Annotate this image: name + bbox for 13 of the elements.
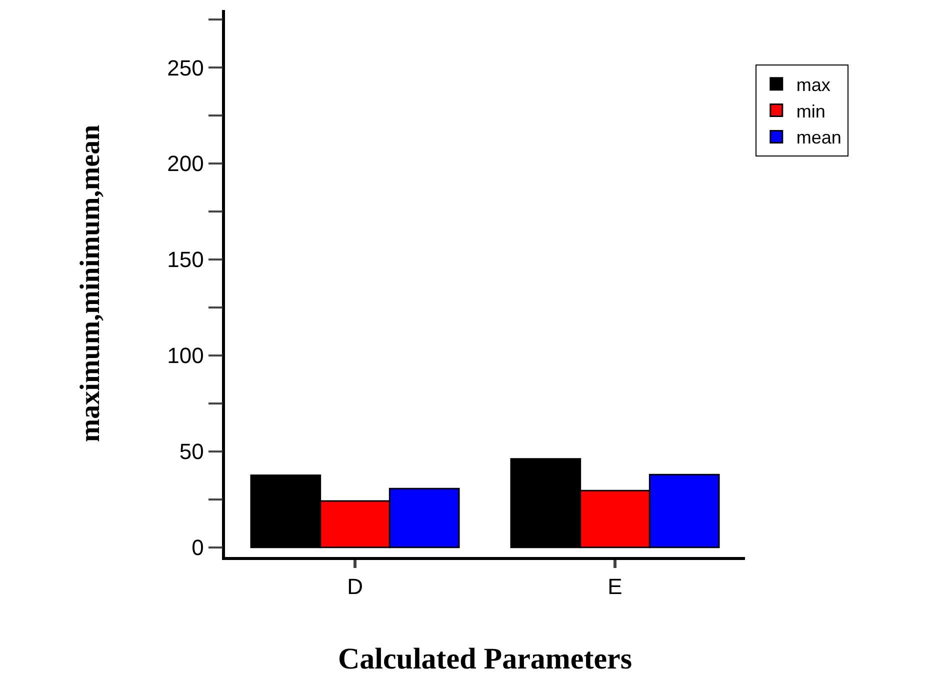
y-axis-title: maximum,minimum,mean xyxy=(74,124,106,442)
y-tick-label: 150 xyxy=(167,247,204,272)
x-tick-label: D xyxy=(347,574,363,600)
legend-label: max xyxy=(796,74,830,95)
y-tick-label: 50 xyxy=(179,439,204,464)
legend-label: min xyxy=(796,101,826,122)
x-axis-title: Calculated Parameters xyxy=(338,642,632,676)
x-tick-label: E xyxy=(608,574,622,600)
y-tick-label: 0 xyxy=(192,535,204,560)
y-tick-label: 100 xyxy=(167,343,204,368)
y-tick-label: 250 xyxy=(167,55,204,80)
y-tick-label: 200 xyxy=(167,151,204,176)
legend-label: mean xyxy=(796,128,842,148)
